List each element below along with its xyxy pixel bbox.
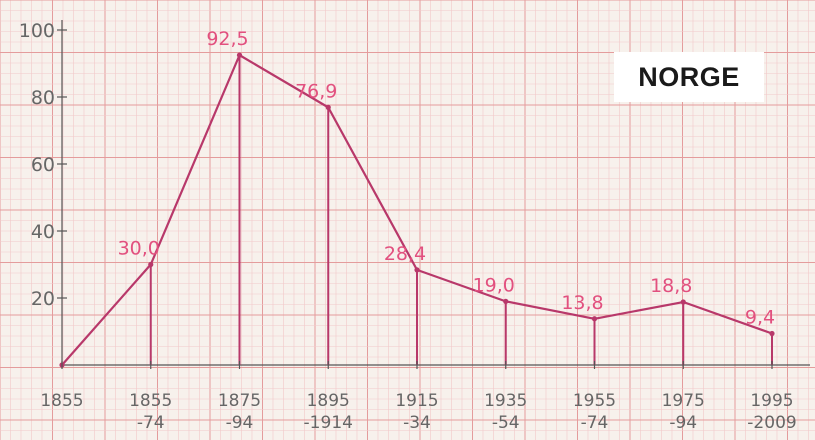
chart-title: NORGE <box>638 61 740 92</box>
x-tick-label: 1955 <box>573 391 616 411</box>
x-tick-label: -74 <box>581 413 609 433</box>
data-label: 9,4 <box>745 307 775 329</box>
data-label: 30,0 <box>118 238 160 260</box>
x-tick-label: 1875 <box>218 391 261 411</box>
vertical-stems <box>149 55 773 365</box>
data-point <box>236 52 243 58</box>
data-label: 92,5 <box>206 28 248 50</box>
data-point <box>503 298 509 304</box>
title-box: NORGE <box>614 52 764 102</box>
data-point <box>414 267 420 273</box>
data-label: 28,4 <box>384 243 426 265</box>
data-labels: 30,0 92,5 76,9 28,4 19,0 13,8 18,8 9,4 <box>118 28 776 328</box>
x-tick-label: -54 <box>492 413 520 433</box>
y-tick-labels: 20 40 60 80 100 <box>19 20 67 310</box>
x-tick-label: 1975 <box>662 391 705 411</box>
x-tick-label: -2009 <box>747 413 796 433</box>
x-tick-label: 1855 <box>40 391 83 411</box>
x-tick-label: 1915 <box>395 391 438 411</box>
data-point <box>680 299 686 305</box>
data-point <box>591 316 598 322</box>
axes <box>61 20 810 366</box>
x-tick-label: 1895 <box>307 391 350 411</box>
y-tick-label: 20 <box>31 288 55 310</box>
data-label: 76,9 <box>295 80 337 102</box>
data-label: 13,8 <box>561 292 603 314</box>
y-tick-label: 60 <box>31 154 55 176</box>
x-tick-label: -74 <box>137 413 165 433</box>
data-label: 19,0 <box>473 274 515 296</box>
data-point <box>325 104 331 110</box>
data-label: 18,8 <box>650 275 692 297</box>
x-tick-label: -94 <box>226 413 254 433</box>
x-tick-label: 1995 <box>750 391 793 411</box>
y-tick-label: 40 <box>31 221 55 243</box>
y-tick-label: 80 <box>31 87 55 109</box>
x-tick-label: -34 <box>403 413 431 433</box>
x-tick-labels: 1855 1855-741875-941895-19141915-341935-5… <box>40 361 797 433</box>
data-point <box>769 330 775 337</box>
x-tick-label: 1935 <box>484 391 527 411</box>
y-tick-label: 100 <box>19 20 55 42</box>
x-tick-label: 1855 <box>129 391 172 411</box>
x-tick-label: -1914 <box>304 413 353 433</box>
x-tick-label: -94 <box>669 413 697 433</box>
data-point <box>148 261 154 268</box>
